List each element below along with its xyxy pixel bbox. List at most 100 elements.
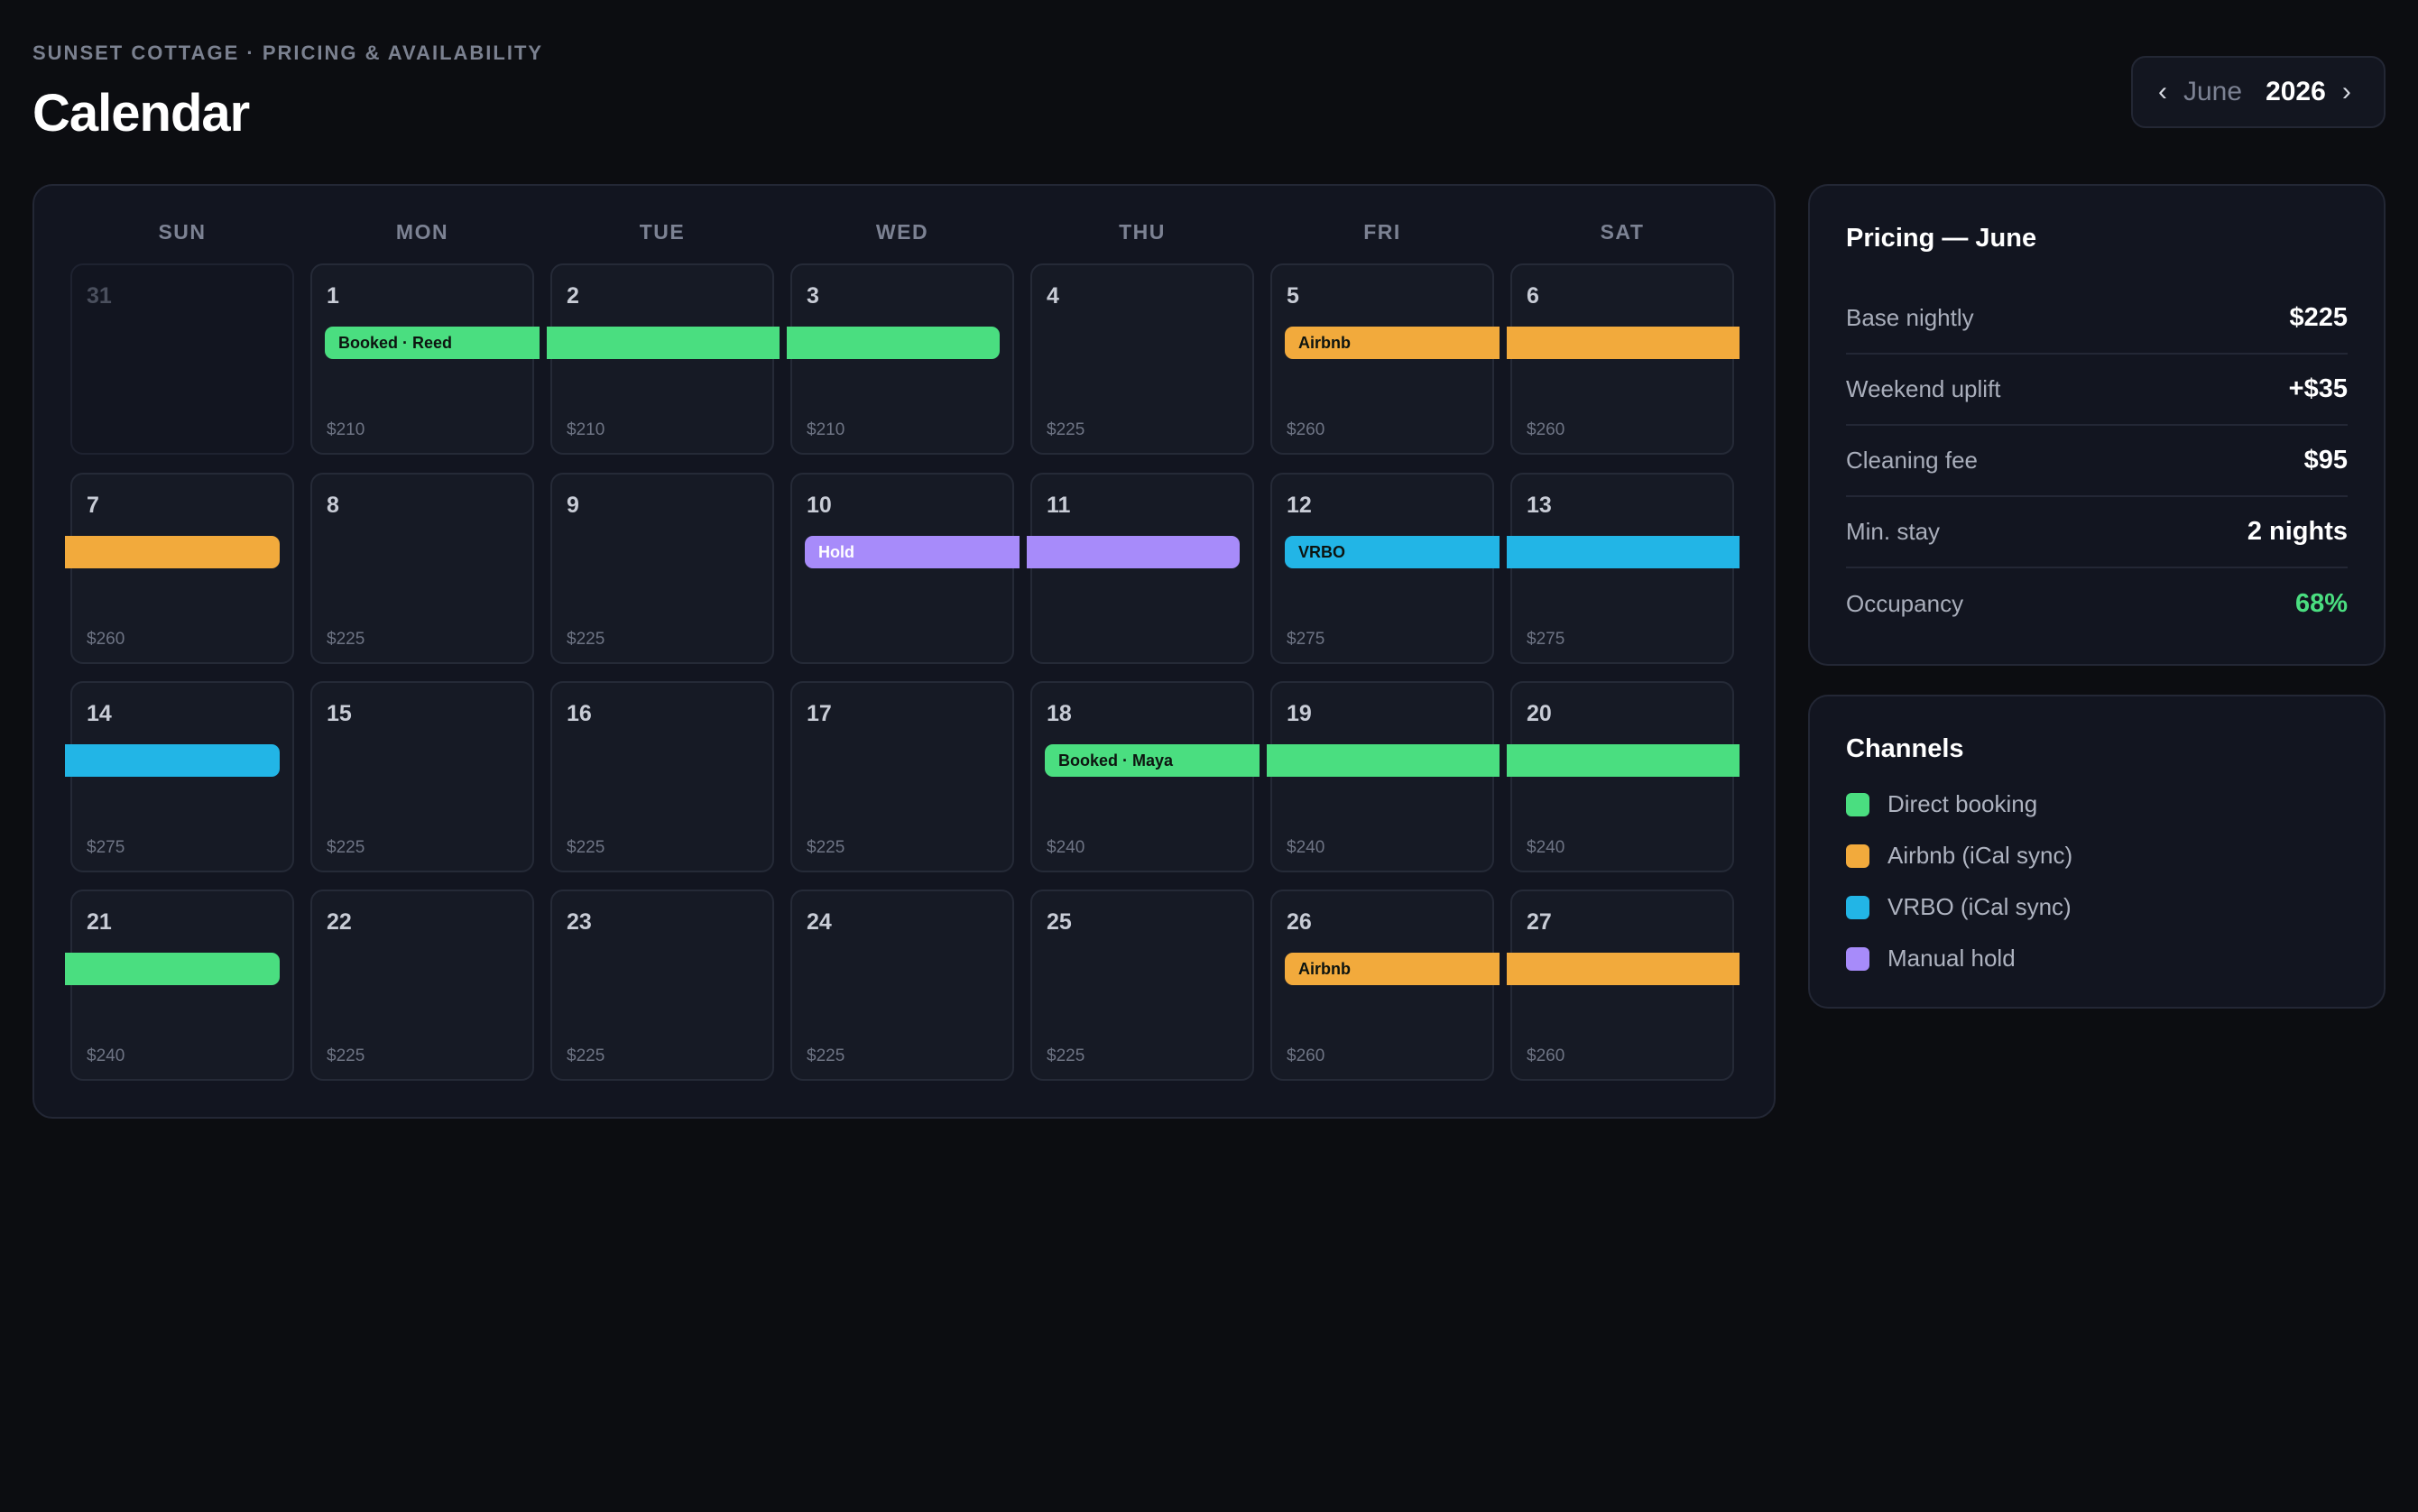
day-number: 15: [327, 701, 352, 726]
booking-bar-direct[interactable]: [1507, 744, 1740, 777]
property-eyebrow: SUNSET COTTAGE · PRICING & AVAILABILITY: [32, 41, 544, 64]
channels-panel: Channels Direct booking Airbnb (iCal sync…: [1808, 695, 2386, 1009]
calendar-day-cell[interactable]: 2 $210: [550, 263, 774, 455]
calendar-day-cell[interactable]: 3 $210: [790, 263, 1014, 455]
weekday-header: SAT: [1600, 220, 1645, 244]
calendar-day-cell[interactable]: 17 $225: [790, 681, 1014, 872]
calendar-day-cell[interactable]: 11: [1030, 473, 1254, 664]
nightly-price: $225: [567, 630, 605, 649]
weekday-header: SUN: [158, 220, 207, 244]
calendar-day-cell[interactable]: 7 $260: [70, 473, 294, 664]
booking-bar-airbnb[interactable]: [1507, 327, 1740, 359]
calendar-day-cell[interactable]: 15 $225: [310, 681, 534, 872]
pricing-label: Cleaning fee: [1846, 447, 1978, 474]
year-label: 2026: [2266, 77, 2326, 106]
pricing-label: Weekend uplift: [1846, 375, 2001, 402]
pricing-row: Occupancy 68%: [1846, 568, 2348, 640]
day-number: 8: [327, 493, 339, 518]
chevron-right-icon[interactable]: ›: [2341, 77, 2351, 106]
calendar-day-cell[interactable]: 8 $225: [310, 473, 534, 664]
day-number: 12: [1287, 493, 1312, 518]
calendar-day-cell[interactable]: 18 $240: [1030, 681, 1254, 872]
booking-bar-hold[interactable]: [1027, 536, 1240, 568]
calendar-day-cell[interactable]: 16 $225: [550, 681, 774, 872]
pricing-value: 2 nights: [2247, 517, 2348, 546]
booking-bar-direct[interactable]: [547, 327, 780, 359]
booking-bar-direct[interactable]: Booked · Maya: [1045, 744, 1260, 777]
calendar-day-cell[interactable]: 25 $225: [1030, 890, 1254, 1081]
booking-bar-direct[interactable]: Booked · Reed: [325, 327, 540, 359]
pricing-row: Min. stay 2 nights: [1846, 497, 2348, 568]
calendar-day-cell[interactable]: 31: [70, 263, 294, 455]
calendar-day-cell[interactable]: 1 $210: [310, 263, 534, 455]
booking-bar-hold[interactable]: Hold: [805, 536, 1020, 568]
nightly-price: $210: [327, 420, 365, 439]
calendar-day-cell[interactable]: 24 $225: [790, 890, 1014, 1081]
pricing-value: +$35: [2288, 374, 2348, 403]
day-number: 19: [1287, 701, 1312, 726]
calendar-day-cell[interactable]: 5 $260: [1270, 263, 1494, 455]
calendar-day-cell[interactable]: 27 $260: [1510, 890, 1734, 1081]
booking-bar-direct[interactable]: [65, 953, 280, 985]
pricing-title: Pricing — June: [1846, 224, 2037, 253]
nightly-price: $275: [1527, 630, 1565, 649]
weekday-header: WED: [875, 220, 929, 244]
day-number: 13: [1527, 493, 1552, 518]
calendar-day-cell[interactable]: 4 $225: [1030, 263, 1254, 455]
channels-title: Channels: [1846, 734, 1964, 763]
calendar-day-cell[interactable]: 26 $260: [1270, 890, 1494, 1081]
day-number: 2: [567, 283, 579, 309]
booking-bar-vrbo[interactable]: [1507, 536, 1740, 568]
pricing-label: Min. stay: [1846, 518, 1941, 545]
booking-bar-vrbo[interactable]: [65, 744, 280, 777]
day-number: 24: [807, 909, 832, 935]
nightly-price: $240: [1527, 838, 1565, 857]
day-number: 16: [567, 701, 592, 726]
calendar-day-cell[interactable]: 21 $240: [70, 890, 294, 1081]
pricing-label: Base nightly: [1846, 304, 1974, 331]
pricing-value: $95: [2303, 446, 2348, 475]
calendar-day-cell[interactable]: 19 $240: [1270, 681, 1494, 872]
booking-bar-airbnb[interactable]: [65, 536, 280, 568]
booking-bar-direct[interactable]: [787, 327, 1000, 359]
month-navigator: ‹ June 2026 ›: [2131, 56, 2386, 128]
weekday-header: THU: [1119, 220, 1166, 244]
day-number: 31: [87, 283, 112, 309]
nightly-price: $225: [327, 838, 365, 857]
calendar-day-cell[interactable]: 9 $225: [550, 473, 774, 664]
day-number: 21: [87, 909, 112, 935]
channel-legend-item: Manual hold: [1846, 945, 2016, 973]
day-number: 17: [807, 701, 832, 726]
booking-bar-airbnb[interactable]: Airbnb: [1285, 327, 1500, 359]
day-number: 9: [567, 493, 579, 518]
day-number: 5: [1287, 283, 1299, 309]
calendar-day-cell[interactable]: 20 $240: [1510, 681, 1734, 872]
booking-bar-vrbo[interactable]: VRBO: [1285, 536, 1500, 568]
booking-bar-airbnb[interactable]: Airbnb: [1285, 953, 1500, 985]
nightly-price: $260: [1287, 420, 1325, 439]
calendar-day-cell[interactable]: 14 $275: [70, 681, 294, 872]
day-number: 25: [1047, 909, 1072, 935]
booking-bar-airbnb[interactable]: [1507, 953, 1740, 985]
day-number: 6: [1527, 283, 1539, 309]
nightly-price: $275: [87, 838, 125, 857]
nightly-price: $210: [567, 420, 605, 439]
pricing-row: Base nightly $225: [1846, 283, 2348, 355]
nightly-price: $240: [87, 1046, 125, 1065]
weekday-header: MON: [395, 220, 449, 244]
calendar-day-cell[interactable]: 6 $260: [1510, 263, 1734, 455]
calendar-day-cell[interactable]: 12 $275: [1270, 473, 1494, 664]
day-number: 3: [807, 283, 819, 309]
calendar-day-cell[interactable]: 23 $225: [550, 890, 774, 1081]
booking-bar-direct[interactable]: [1267, 744, 1500, 777]
chevron-left-icon[interactable]: ‹: [2158, 77, 2167, 106]
calendar-day-cell[interactable]: 22 $225: [310, 890, 534, 1081]
nightly-price: $225: [327, 630, 365, 649]
day-number: 23: [567, 909, 592, 935]
calendar-day-cell[interactable]: 13 $275: [1510, 473, 1734, 664]
nightly-price: $260: [1287, 1046, 1325, 1065]
channel-label: Direct booking: [1887, 790, 2038, 817]
calendar-day-cell[interactable]: 10: [790, 473, 1014, 664]
pricing-label: Occupancy: [1846, 590, 1964, 617]
nightly-price: $260: [87, 630, 125, 649]
